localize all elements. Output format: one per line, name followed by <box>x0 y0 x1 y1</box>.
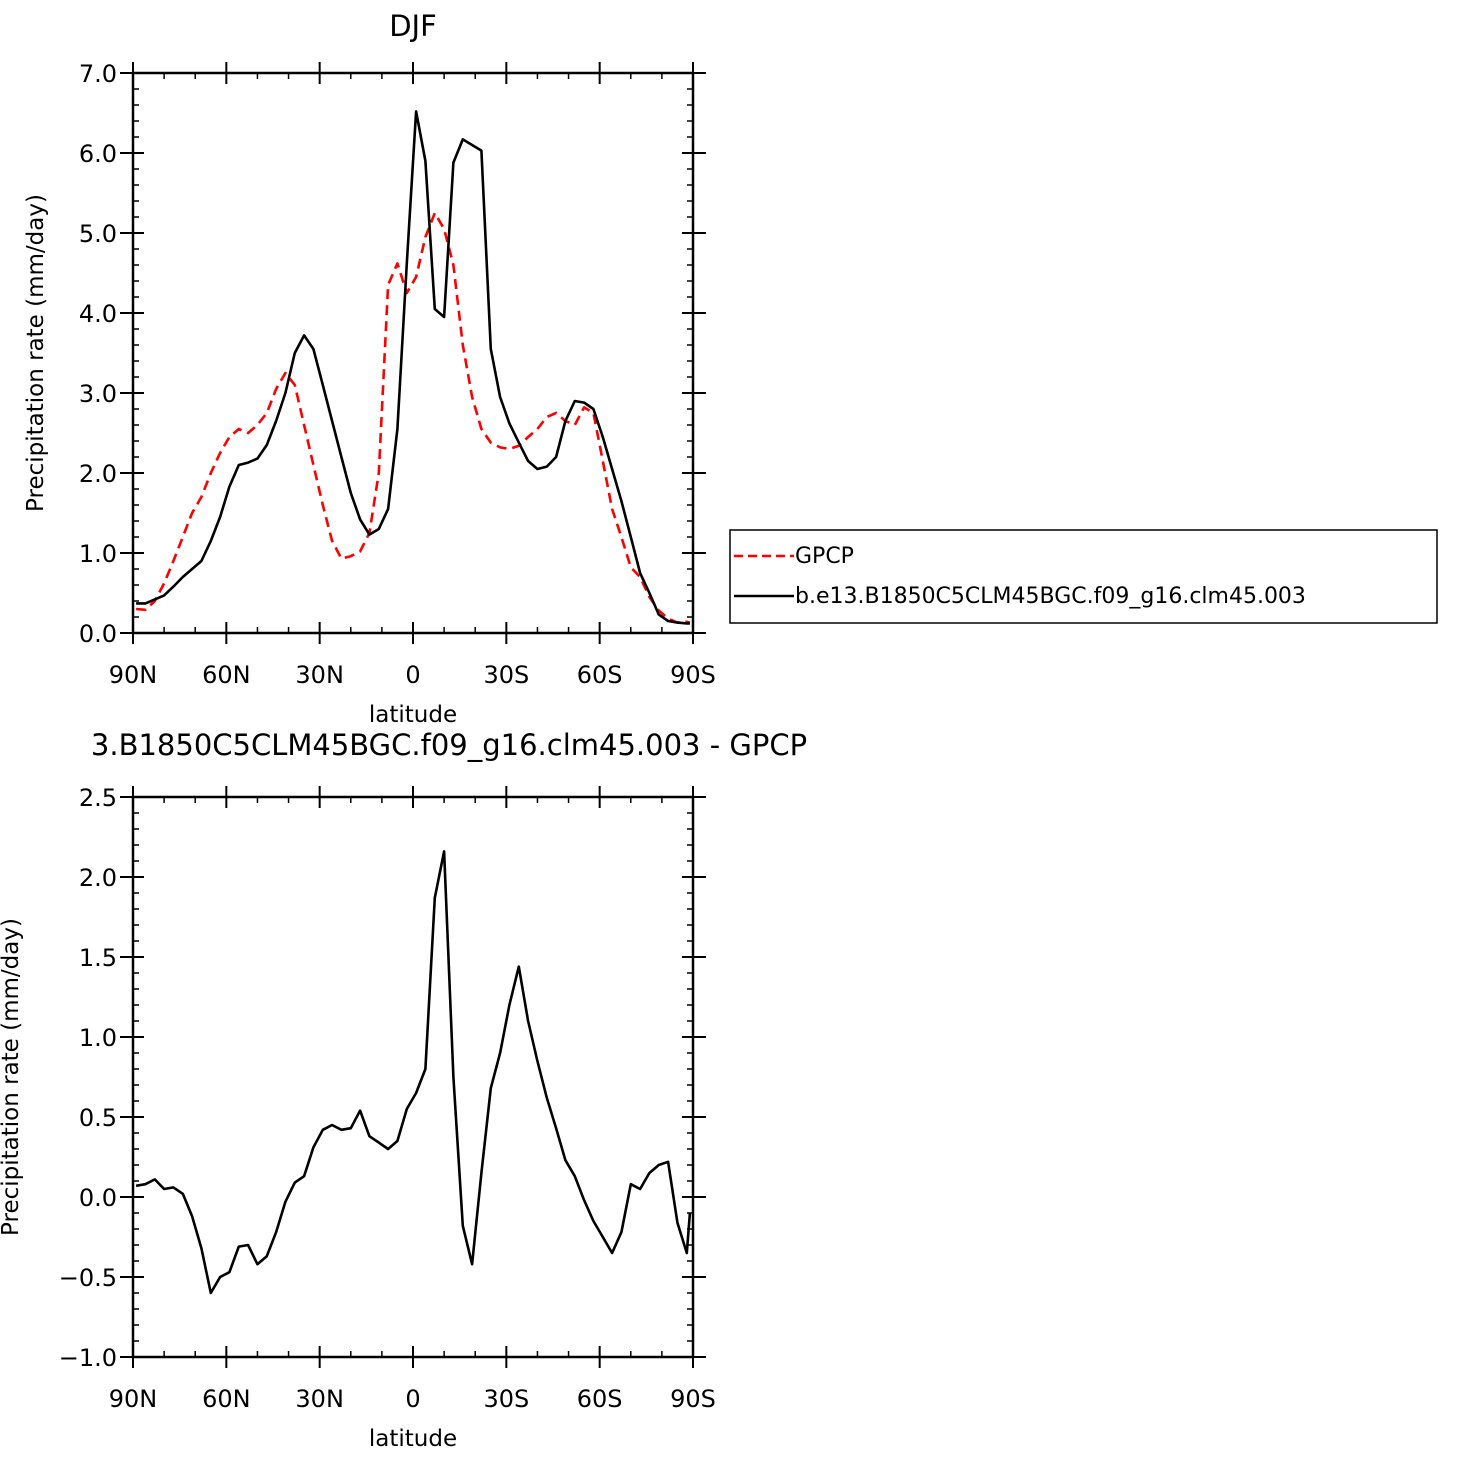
top-plot-area: 90N 60N 30N 0 30S 60S 90S 0.0 1.0 2.0 3.0 4.0 5.0 6.0… <box>79 60 716 689</box>
bottom-plot-area: 90N 60N 30N 0 30S 60S 90S −1.0 −0.5 0.0 0.5 1.0 1.5 2… <box>59 784 716 1413</box>
y-tick-label: 1.0 <box>79 540 117 568</box>
x-tick-label: 90N <box>109 1385 158 1413</box>
x-tick-label: 0 <box>405 1385 420 1413</box>
legend: GPCP b.e13.B1850C5CLM45BGC.f09_g16.clm45… <box>729 529 1438 624</box>
y-tick-label: −1.0 <box>59 1344 117 1372</box>
x-tick-label: 90S <box>670 1385 716 1413</box>
top-x-axis-label: latitude <box>369 702 457 728</box>
y-tick-label: 1.0 <box>79 1024 117 1052</box>
x-tick-label: 90S <box>670 661 716 689</box>
y-tick-label: 0.5 <box>79 1104 117 1132</box>
x-tick-label: 30S <box>483 661 529 689</box>
y-tick-label: 0.0 <box>79 620 117 648</box>
plot-frame-bottom <box>131 795 695 1359</box>
bottom-x-axis-label: latitude <box>369 1426 457 1452</box>
x-tick-label: 60N <box>202 661 251 689</box>
top-y-axis-label: Precipitation rate (mm/day) <box>23 194 49 512</box>
x-tick-label: 90N <box>109 661 158 689</box>
series-line-gpcp <box>135 211 691 624</box>
y-tick-label: 6.0 <box>79 140 117 168</box>
y-tick-label: 3.0 <box>79 380 117 408</box>
y-tick-label: 2.0 <box>79 864 117 892</box>
top-panel: DJF 90N 60N 30N 0 30S 60S 90S 0.0 1.0 2.0 3.0 4.0 5.… <box>23 9 716 728</box>
x-tick-label: 30N <box>295 661 344 689</box>
x-tick-label: 60N <box>202 1385 251 1413</box>
y-tick-label: 5.0 <box>79 220 117 248</box>
x-tick-label: 60S <box>577 1385 623 1413</box>
x-tick-label: 30S <box>483 1385 529 1413</box>
series-line-b-e13-b1850c5clm45bgc-f09-g16-clm45-003 <box>136 110 690 625</box>
x-tick-label: 60S <box>577 661 623 689</box>
series-line-0 <box>135 850 692 1295</box>
bottom-panel: 3.B1850C5CLM45BGC.f09_g16.clm45.003 - GP… <box>0 728 807 1452</box>
y-tick-label: 1.5 <box>79 944 117 972</box>
legend-gpcp-label: GPCP <box>795 544 854 569</box>
y-tick-label: −0.5 <box>59 1264 117 1292</box>
legend-box <box>729 529 1438 624</box>
legend-model-label: b.e13.B1850C5CLM45BGC.f09_g16.clm45.003 <box>795 584 1306 609</box>
bottom-chart-title: 3.B1850C5CLM45BGC.f09_g16.clm45.003 - GP… <box>91 728 807 762</box>
x-tick-label: 30N <box>295 1385 344 1413</box>
x-tick-label: 0 <box>405 661 420 689</box>
top-chart-title: DJF <box>389 9 437 43</box>
y-tick-label: 2.0 <box>79 460 117 488</box>
y-tick-label: 2.5 <box>79 784 117 812</box>
y-tick-label: 4.0 <box>79 300 117 328</box>
y-tick-label: 0.0 <box>79 1184 117 1212</box>
y-tick-label: 7.0 <box>79 60 117 88</box>
bottom-y-axis-label: Precipitation rate (mm/day) <box>0 918 24 1236</box>
